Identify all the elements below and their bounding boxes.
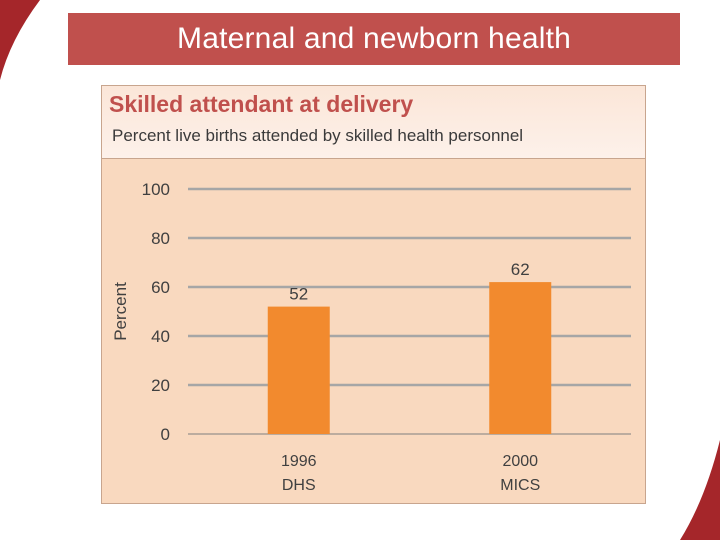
chart-panel: Skilled attendant at delivery Percent li… bbox=[101, 85, 646, 504]
slide-title-bar: Maternal and newborn health bbox=[68, 13, 680, 65]
y-tick-label: 80 bbox=[151, 229, 170, 248]
chart-title: Skilled attendant at delivery bbox=[109, 91, 414, 117]
chart-subtitle: Percent live births attended by skilled … bbox=[112, 126, 524, 145]
bar bbox=[267, 306, 330, 434]
y-tick-label: 40 bbox=[151, 327, 170, 346]
data-label: 62 bbox=[511, 260, 530, 279]
y-tick-label: 0 bbox=[161, 425, 170, 444]
x-tick-label: 1996 bbox=[281, 453, 317, 470]
y-axis-label: Percent bbox=[111, 282, 130, 341]
x-tick-label: 2000 bbox=[502, 453, 538, 470]
y-tick-label: 20 bbox=[151, 376, 170, 395]
chart-header: Skilled attendant at delivery Percent li… bbox=[102, 86, 645, 159]
x-tick-label: MICS bbox=[500, 477, 540, 494]
y-tick-label: 60 bbox=[151, 278, 170, 297]
y-tick-label: 100 bbox=[142, 180, 170, 199]
x-tick-label: DHS bbox=[282, 477, 316, 494]
data-label: 52 bbox=[289, 285, 308, 304]
bar-chart: 0 20 40 60 80 100 Percent 52 1996 DHS 62 2000 MICS bbox=[111, 180, 631, 494]
bar bbox=[489, 282, 552, 434]
slide-title: Maternal and newborn health bbox=[177, 22, 571, 55]
